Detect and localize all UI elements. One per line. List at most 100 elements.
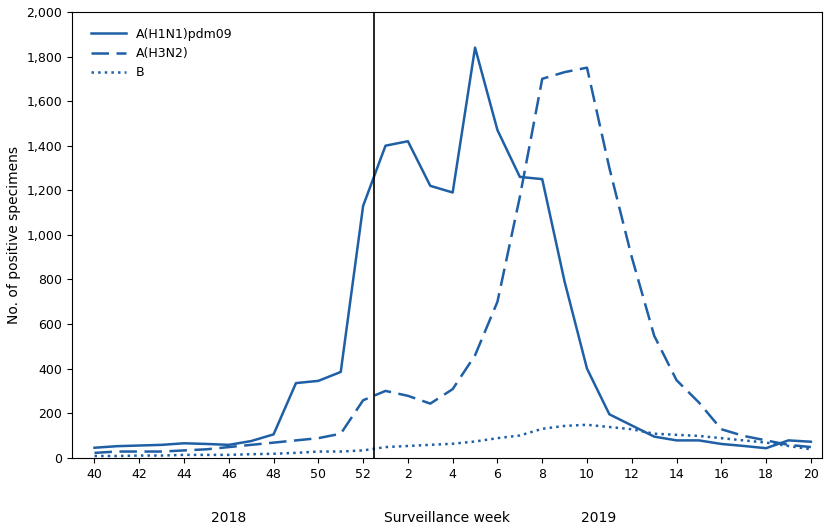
A(H3N2): [447, 386, 457, 392]
A(H3N2): [313, 435, 323, 442]
B: [89, 453, 99, 459]
A(H1N1)pdm09: [626, 422, 636, 429]
A(H1N1)pdm09: [514, 174, 524, 180]
A(H1N1)pdm09: [224, 442, 233, 448]
A(H1N1)pdm09: [358, 203, 368, 209]
B: [402, 443, 412, 449]
X-axis label: Surveillance week: Surveillance week: [383, 511, 509, 525]
A(H1N1)pdm09: [246, 438, 256, 444]
Line: A(H3N2): A(H3N2): [94, 68, 810, 453]
A(H3N2): [782, 442, 792, 448]
A(H1N1)pdm09: [671, 437, 681, 444]
B: [492, 435, 502, 442]
A(H1N1)pdm09: [604, 411, 614, 418]
A(H1N1)pdm09: [268, 431, 278, 437]
A(H1N1)pdm09: [581, 365, 591, 372]
A(H3N2): [648, 332, 658, 339]
A(H3N2): [291, 437, 301, 444]
A(H3N2): [738, 433, 748, 439]
B: [268, 451, 278, 457]
Line: A(H1N1)pdm09: A(H1N1)pdm09: [94, 47, 810, 448]
A(H3N2): [581, 64, 591, 71]
A(H3N2): [559, 69, 569, 76]
B: [335, 448, 345, 455]
A(H1N1)pdm09: [112, 443, 122, 450]
A(H1N1)pdm09: [425, 182, 435, 189]
A(H3N2): [134, 448, 144, 455]
A(H3N2): [805, 444, 815, 450]
A(H3N2): [246, 442, 256, 448]
A(H1N1)pdm09: [89, 445, 99, 451]
B: [537, 426, 546, 432]
B: [760, 439, 770, 446]
A(H3N2): [335, 430, 345, 437]
A(H3N2): [693, 400, 703, 406]
B: [156, 452, 166, 459]
A(H3N2): [358, 397, 368, 403]
A(H1N1)pdm09: [201, 441, 211, 447]
A(H1N1)pdm09: [648, 434, 658, 440]
A(H3N2): [626, 254, 636, 260]
B: [179, 452, 189, 458]
A(H1N1)pdm09: [492, 127, 502, 134]
A(H1N1)pdm09: [715, 441, 725, 447]
A(H3N2): [604, 165, 614, 171]
Y-axis label: No. of positive specimens: No. of positive specimens: [7, 146, 21, 324]
B: [224, 452, 233, 458]
A(H1N1)pdm09: [805, 438, 815, 445]
A(H1N1)pdm09: [738, 443, 748, 449]
B: [425, 442, 435, 448]
B: [604, 424, 614, 430]
A(H1N1)pdm09: [469, 44, 479, 51]
A(H3N2): [380, 388, 390, 394]
A(H3N2): [715, 426, 725, 433]
B: [201, 452, 211, 458]
A(H1N1)pdm09: [402, 138, 412, 144]
A(H3N2): [179, 447, 189, 454]
A(H3N2): [760, 437, 770, 444]
B: [581, 421, 591, 428]
Legend: A(H1N1)pdm09, A(H3N2), B: A(H1N1)pdm09, A(H3N2), B: [86, 23, 237, 84]
B: [291, 450, 301, 456]
A(H3N2): [201, 446, 211, 453]
A(H1N1)pdm09: [313, 378, 323, 384]
B: [447, 440, 457, 447]
B: [805, 446, 815, 453]
B: [738, 437, 748, 444]
Text: 2019: 2019: [580, 511, 615, 525]
B: [559, 423, 569, 429]
A(H1N1)pdm09: [179, 440, 189, 446]
Text: 2018: 2018: [211, 511, 246, 525]
A(H1N1)pdm09: [291, 380, 301, 386]
A(H3N2): [425, 401, 435, 407]
A(H3N2): [514, 194, 524, 200]
A(H1N1)pdm09: [134, 442, 144, 448]
B: [358, 447, 368, 454]
B: [671, 431, 681, 438]
A(H3N2): [268, 439, 278, 446]
A(H1N1)pdm09: [559, 278, 569, 285]
B: [380, 444, 390, 450]
A(H1N1)pdm09: [335, 369, 345, 375]
B: [693, 433, 703, 439]
A(H3N2): [537, 76, 546, 82]
B: [626, 426, 636, 433]
A(H1N1)pdm09: [156, 442, 166, 448]
A(H3N2): [112, 448, 122, 455]
A(H1N1)pdm09: [537, 176, 546, 182]
A(H3N2): [224, 444, 233, 450]
A(H1N1)pdm09: [760, 445, 770, 451]
A(H3N2): [492, 298, 502, 305]
A(H1N1)pdm09: [447, 189, 457, 196]
B: [134, 452, 144, 459]
B: [514, 433, 524, 439]
A(H1N1)pdm09: [693, 437, 703, 444]
A(H3N2): [89, 450, 99, 456]
A(H3N2): [156, 448, 166, 455]
B: [246, 451, 256, 458]
A(H1N1)pdm09: [782, 437, 792, 444]
A(H3N2): [402, 393, 412, 399]
Line: B: B: [94, 425, 810, 456]
B: [782, 443, 792, 449]
B: [112, 453, 122, 459]
